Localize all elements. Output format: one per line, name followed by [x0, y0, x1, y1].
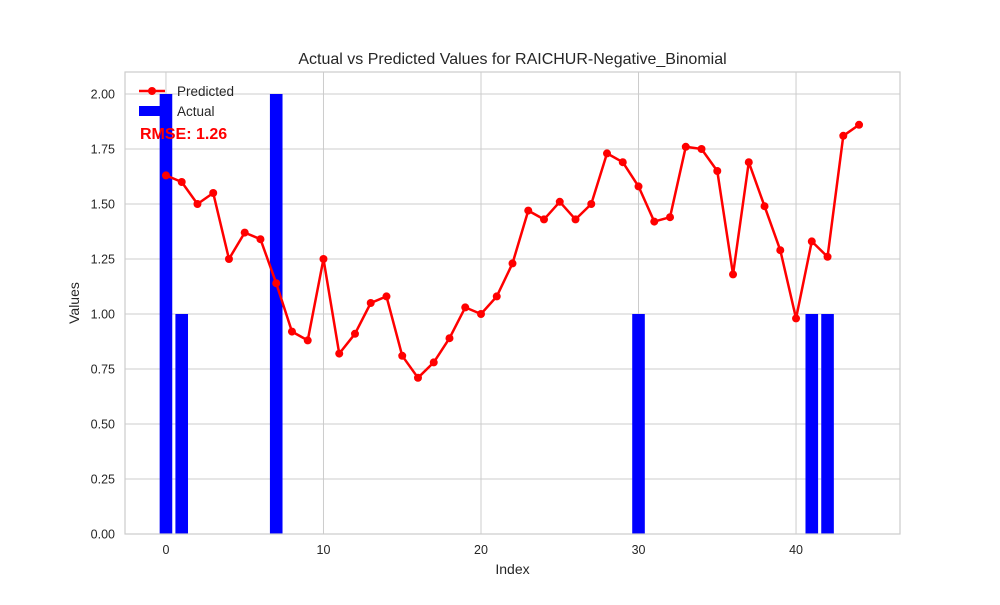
x-tick-label: 30	[632, 543, 646, 557]
predicted-point	[193, 200, 202, 208]
x-tick-label: 10	[317, 543, 331, 557]
actual-bar	[269, 94, 283, 534]
predicted-point	[398, 351, 407, 360]
predicted-point	[413, 373, 422, 382]
predicted-point	[287, 327, 296, 336]
predicted-point	[729, 270, 738, 279]
y-tick-label: 0.75	[91, 363, 115, 377]
predicted-point	[634, 182, 643, 191]
predicted-point	[760, 202, 769, 211]
predicted-line	[161, 120, 864, 382]
x-tick-label: 40	[789, 543, 803, 557]
tick-labels: 0.00 0.25 0.50 0.75 1.00 1.25 1.50 1.75 2.00 0 10 2…	[91, 88, 803, 558]
predicted-point	[350, 329, 359, 338]
predicted-point	[839, 131, 848, 140]
predicted-point	[855, 120, 864, 129]
predicted-point	[272, 279, 281, 288]
y-tick-label: 1.75	[91, 143, 115, 157]
y-tick-label: 1.00	[91, 308, 115, 322]
legend: Predicted Actual	[139, 84, 234, 119]
y-tick-label: 1.50	[91, 198, 115, 212]
x-tick-label: 0	[162, 543, 169, 557]
predicted-point	[540, 215, 549, 224]
predicted-point	[240, 228, 249, 237]
x-tick-label: 20	[474, 543, 488, 557]
predicted-point	[524, 206, 533, 215]
y-tick-label: 2.00	[91, 88, 115, 102]
y-axis-label: Values	[66, 282, 82, 324]
y-tick-label: 0.50	[91, 418, 115, 432]
predicted-point	[461, 303, 470, 312]
predicted-point	[492, 292, 501, 301]
y-tick-label: 1.25	[91, 253, 115, 267]
predicted-point	[429, 358, 438, 367]
predicted-point	[744, 158, 753, 167]
predicted-point	[618, 158, 627, 167]
predicted-point	[382, 292, 391, 301]
predicted-point	[161, 171, 170, 180]
predicted-point	[603, 149, 612, 158]
plot-frame	[124, 71, 901, 535]
predicted-point	[666, 213, 675, 222]
y-tick-label: 0.25	[91, 473, 115, 487]
predicted-point	[681, 142, 690, 151]
predicted-point	[209, 189, 218, 197]
predicted-point	[224, 255, 233, 263]
legend-actual-label: Actual	[177, 104, 215, 119]
predicted-point	[587, 200, 596, 208]
predicted-point	[303, 336, 312, 345]
rmse-annotation: RMSE: 1.26	[140, 126, 227, 143]
predicted-point	[177, 178, 186, 186]
actual-bar	[175, 314, 189, 534]
predicted-point	[445, 334, 454, 343]
legend-predicted-label: Predicted	[177, 84, 234, 99]
predicted-point	[319, 255, 328, 263]
predicted-point	[792, 314, 801, 323]
chart-title: Actual vs Predicted Values for RAICHUR-N…	[298, 51, 726, 68]
y-tick-label: 0.00	[91, 528, 115, 542]
plot-area	[125, 72, 900, 534]
predicted-point	[256, 235, 265, 244]
predicted-point	[508, 259, 517, 268]
actual-bars	[159, 94, 834, 534]
x-axis-label: Index	[495, 561, 529, 577]
predicted-point	[571, 215, 580, 224]
legend-predicted-marker-swatch	[148, 87, 156, 95]
predicted-point	[555, 197, 564, 206]
predicted-point	[713, 167, 722, 175]
actual-bar	[805, 314, 819, 534]
predicted-point	[823, 252, 832, 261]
predicted-point	[366, 299, 375, 307]
legend-actual-swatch	[139, 106, 165, 116]
actual-bar	[632, 314, 645, 534]
predicted-point	[650, 217, 659, 226]
predicted-point	[776, 246, 785, 255]
actual-bar	[159, 94, 173, 534]
actual-bar	[821, 314, 834, 534]
predicted-point	[476, 310, 485, 318]
predicted-point	[807, 237, 816, 246]
predicted-point	[697, 145, 706, 153]
predicted-point	[335, 349, 344, 358]
